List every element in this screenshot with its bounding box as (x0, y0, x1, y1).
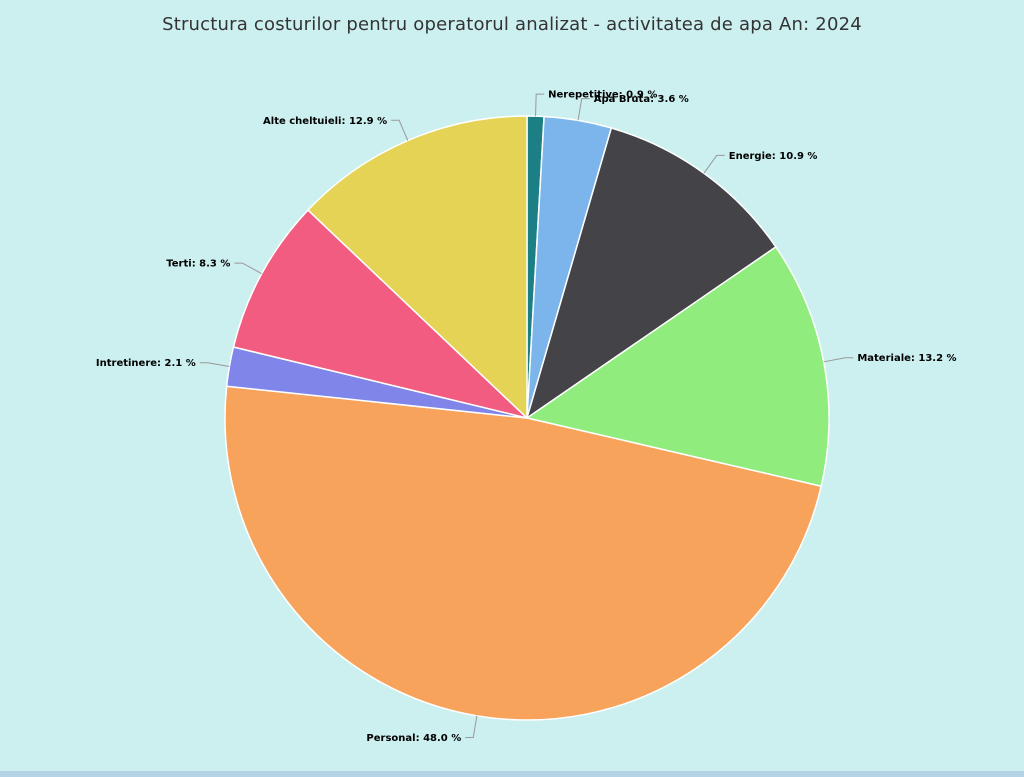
connector-terti (234, 262, 262, 275)
slice-materiale[interactable] (526, 246, 830, 488)
data-label-energie: Energie: 10.9 % (729, 151, 818, 162)
data-label-alte-cheltuieli: Alte cheltuieli: 12.9 % (263, 116, 387, 127)
slice-terti[interactable] (232, 209, 528, 419)
connector-intretinere (199, 362, 230, 367)
connector-nerepetitive (535, 93, 545, 117)
connector-personal (465, 715, 478, 739)
data-label-nerepetitive: Nerepetitive: 0.9 % (548, 90, 657, 101)
connector-apa-bruta (577, 98, 590, 121)
chart-title: Structura costurilor pentru operatorul a… (162, 14, 862, 35)
connector-energie (703, 154, 725, 174)
slice-alte-cheltuieli[interactable] (307, 115, 528, 419)
data-label-intretinere: Intretinere: 2.1 % (96, 358, 196, 369)
data-label-terti: Terti: 8.3 % (166, 259, 230, 270)
connector-alte-cheltuieli (391, 119, 409, 141)
data-label-personal: Personal: 48.0 % (366, 733, 461, 744)
data-label-apa-bruta: Apa Bruta: 3.6 % (594, 94, 689, 105)
slice-energie[interactable] (526, 127, 777, 419)
bottom-border (0, 771, 1024, 777)
slice-personal[interactable] (224, 385, 822, 721)
data-label-materiale: Materiale: 13.2 % (857, 353, 956, 364)
connector-materiale (823, 357, 854, 363)
